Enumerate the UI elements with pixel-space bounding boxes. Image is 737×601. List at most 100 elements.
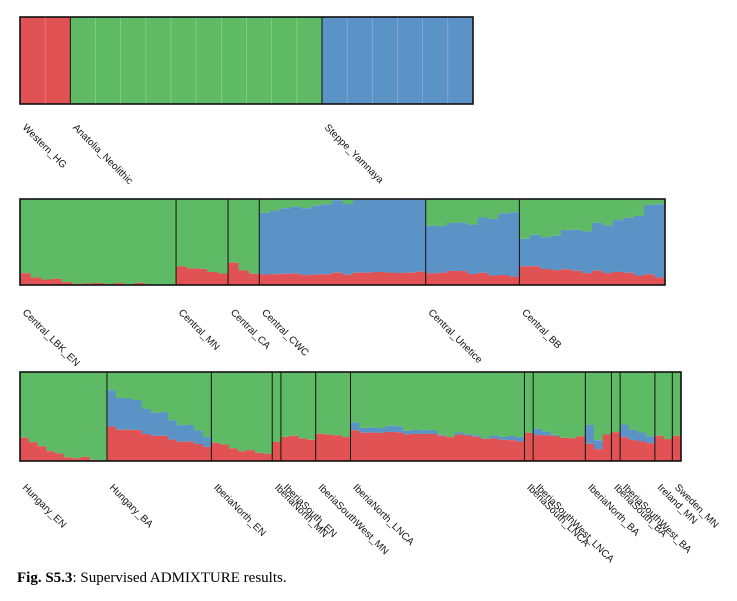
bar-steppe [300,208,312,276]
bar-anatolia [167,372,177,421]
bar-western-hg [411,433,421,461]
caption-text: : Supervised ADMIXTURE results. [72,570,287,586]
bar-western-hg [611,432,621,461]
bar-steppe [411,430,421,434]
bar-anatolia [46,372,56,452]
bar-western-hg [217,273,229,285]
bar-anatolia [567,372,578,439]
bar-anatolia [594,372,604,441]
bar-anatolia [633,199,645,216]
bar-western-hg [159,435,169,461]
bar-steppe [106,390,117,427]
bar-western-hg [672,435,682,461]
bar-steppe [467,224,479,274]
bar-steppe [133,400,143,431]
bar-anatolia [488,199,499,219]
bar-western-hg [150,435,160,461]
bar-steppe [425,225,437,274]
bar-anatolia [115,372,125,398]
bar-steppe [541,431,551,436]
bar-western-hg [515,441,525,461]
bar-steppe [397,17,424,104]
bar-steppe [508,212,520,277]
bar-anatolia [620,372,630,425]
bar-western-hg [196,268,208,285]
bar-steppe [159,412,169,436]
bar-western-hg [472,436,482,461]
bar-western-hg [550,435,560,461]
bar-western-hg [620,437,630,461]
bar-western-hg [72,458,82,461]
bar-anatolia [54,372,64,454]
bar-western-hg [311,274,323,285]
bar-anatolia [89,372,99,460]
bar-western-hg [612,271,624,285]
bar-anatolia [124,199,135,285]
bar-western-hg [446,437,456,461]
bar-steppe [477,217,489,273]
bar-steppe [415,199,427,272]
bar-anatolia [436,199,447,227]
bar-anatolia [644,199,655,206]
bar-steppe [654,204,666,278]
bar-steppe [498,436,508,440]
bar-western-hg [40,279,52,285]
bar-anatolia [155,199,167,285]
bar-anatolia [646,372,656,437]
bar-steppe [602,225,614,274]
bar-western-hg [80,456,90,461]
bar-anatolia [20,199,31,274]
bar-anatolia [298,372,308,439]
bar-anatolia [237,372,247,452]
bar-anatolia [456,199,468,223]
bar-steppe [350,422,360,431]
bar-anatolia [113,199,125,284]
bar-western-hg [489,438,499,461]
bar-western-hg [623,272,635,285]
bar-western-hg [37,446,47,461]
bar-anatolia [529,199,541,235]
bar-western-hg [477,272,489,285]
bar-western-hg [467,273,479,285]
bar-western-hg [420,433,430,461]
bar-steppe [581,231,593,274]
bar-western-hg [167,439,177,461]
bar-steppe [124,398,134,430]
bar-western-hg [628,440,638,461]
bar-steppe [463,434,473,436]
bar-western-hg [186,268,198,285]
bar-western-hg [480,439,491,461]
bar-western-hg [54,453,64,461]
bar-western-hg [633,275,645,285]
bar-anatolia [333,372,343,436]
bar-western-hg [385,431,395,461]
bar-steppe [454,432,464,435]
bar-steppe [571,229,583,271]
bar-western-hg [654,435,665,461]
bar-anatolia [654,372,665,436]
bar-steppe [585,424,595,444]
bar-anatolia [480,372,491,439]
bar-western-hg [185,441,195,461]
bar-western-hg [654,277,666,285]
group-label: Hungary_BA [107,482,155,530]
bar-anatolia [324,372,334,435]
bar-anatolia [171,17,197,104]
bar-anatolia [393,372,404,427]
bar-western-hg [269,274,281,285]
bar-anatolia [467,199,479,225]
bar-anatolia [321,199,333,205]
bar-steppe [373,199,385,273]
bar-western-hg [307,439,317,461]
bar-steppe [550,434,560,436]
bar-western-hg [637,441,647,461]
group-label: Western_HG [20,122,69,171]
bar-anatolia [307,372,317,440]
bar-western-hg [508,276,520,285]
bar-anatolia [280,372,291,437]
bar-anatolia [72,372,82,459]
group-label: Central_BB [519,307,563,351]
bar-steppe [436,226,447,273]
bar-western-hg [541,435,551,461]
bar-western-hg [384,272,395,285]
